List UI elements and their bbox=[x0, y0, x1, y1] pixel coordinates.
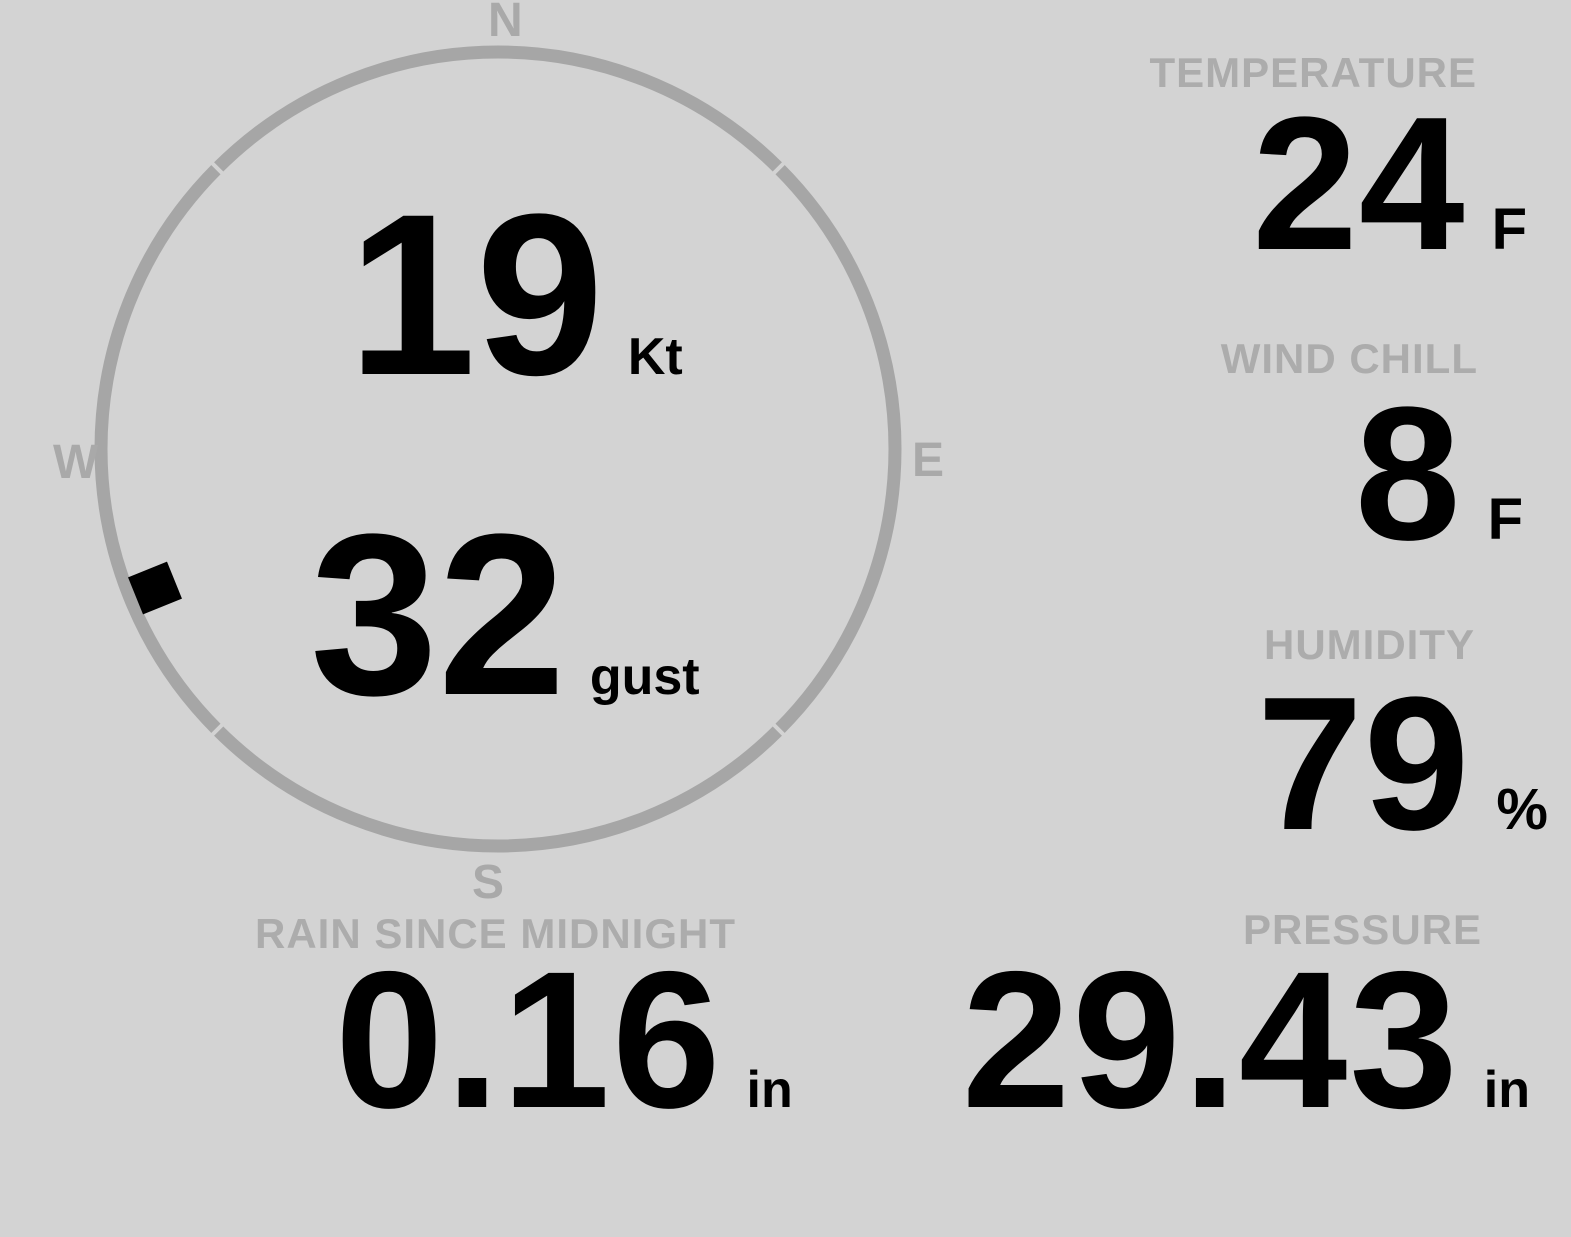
pressure-value: 29.43 bbox=[961, 931, 1460, 1149]
temperature-label: TEMPERATURE bbox=[1149, 49, 1477, 96]
humidity-unit: % bbox=[1496, 777, 1548, 842]
wind-chill-value: 8 bbox=[1354, 368, 1462, 580]
rain-reading: 0.16 in bbox=[335, 943, 793, 1138]
rain-label: RAIN SINCE MIDNIGHT bbox=[255, 910, 736, 957]
temperature-reading: 24 F bbox=[1252, 89, 1527, 279]
temperature-value: 24 bbox=[1252, 78, 1466, 290]
temperature-unit: F bbox=[1491, 197, 1527, 262]
humidity-reading: 79 % bbox=[1257, 669, 1548, 859]
compass-tick-ne bbox=[768, 157, 790, 179]
rain-value: 0.16 bbox=[335, 931, 723, 1149]
wind-chill-label: WIND CHILL bbox=[1220, 335, 1478, 382]
compass-tick-sw bbox=[206, 719, 228, 741]
compass-label-north: N bbox=[488, 0, 523, 47]
wind-chill-reading: 8 F bbox=[1355, 379, 1523, 569]
wind-gust-value: 32 bbox=[310, 486, 566, 743]
wind-chill-unit: F bbox=[1487, 487, 1523, 552]
compass-tick-nw bbox=[206, 157, 228, 179]
rain-unit: in bbox=[746, 1061, 793, 1119]
compass-label-south: S bbox=[472, 856, 505, 909]
compass-label-west: W bbox=[53, 436, 99, 489]
wind-speed: 19 Kt bbox=[348, 180, 683, 410]
humidity-value: 79 bbox=[1257, 658, 1471, 870]
humidity-label: HUMIDITY bbox=[1264, 621, 1475, 668]
wind-gust-unit: gust bbox=[589, 648, 700, 706]
compass-tick-se bbox=[768, 719, 790, 741]
wind-gust: 32 gust bbox=[310, 500, 700, 730]
compass-label-east: E bbox=[912, 434, 945, 487]
wind-speed-unit: Kt bbox=[627, 328, 683, 386]
wind-speed-value: 19 bbox=[348, 166, 604, 423]
pressure-reading: 29.43 in bbox=[962, 943, 1530, 1138]
compass-ring bbox=[94, 45, 902, 853]
pressure-unit: in bbox=[1483, 1061, 1530, 1119]
pressure-label: PRESSURE bbox=[1242, 906, 1482, 953]
